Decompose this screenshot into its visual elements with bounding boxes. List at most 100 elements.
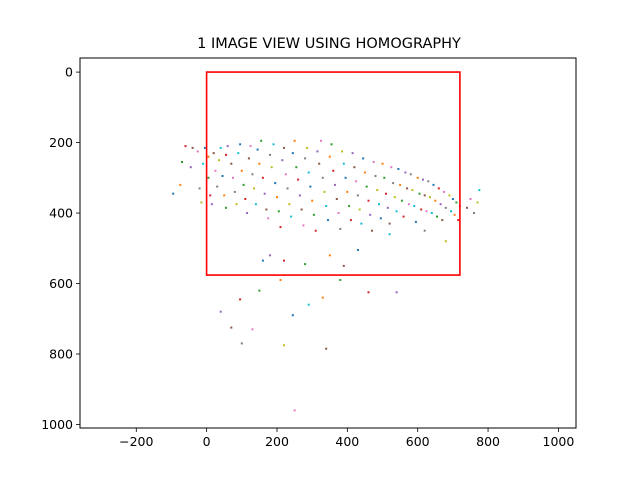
data-point — [355, 180, 358, 183]
data-point — [414, 220, 417, 223]
data-point — [371, 229, 373, 232]
data-point — [390, 166, 393, 169]
data-point — [214, 169, 217, 172]
data-point — [261, 259, 264, 262]
data-point — [344, 176, 347, 179]
data-point — [425, 210, 428, 213]
data-point — [341, 150, 344, 153]
y-tick-label: 200 — [49, 135, 73, 150]
data-point — [457, 219, 460, 222]
data-point — [443, 190, 446, 193]
data-point — [376, 189, 379, 192]
data-point — [307, 171, 310, 174]
data-point — [427, 180, 430, 183]
y-tick-label: 800 — [49, 347, 73, 362]
data-point — [207, 176, 210, 179]
data-point — [448, 194, 451, 197]
data-point — [216, 185, 219, 188]
data-point — [290, 215, 293, 218]
data-point — [184, 145, 187, 148]
data-point — [219, 146, 222, 149]
data-point — [281, 159, 284, 162]
data-point — [258, 289, 261, 292]
data-point — [330, 143, 333, 146]
data-point — [473, 212, 475, 214]
data-point — [388, 222, 391, 225]
data-point — [249, 145, 252, 148]
data-point — [309, 185, 312, 188]
data-point — [254, 203, 257, 206]
data-point — [209, 194, 212, 197]
data-point — [225, 153, 227, 156]
data-point — [365, 185, 368, 188]
data-point — [295, 166, 298, 169]
data-point — [374, 175, 377, 177]
x-tick-label: 0 — [203, 434, 211, 449]
data-point — [226, 145, 229, 148]
data-point — [441, 219, 444, 222]
data-point — [239, 143, 242, 146]
data-point — [395, 210, 398, 213]
data-point — [172, 192, 175, 195]
data-point — [478, 189, 481, 192]
data-point — [300, 208, 303, 211]
data-point — [181, 161, 183, 163]
data-point — [283, 259, 285, 262]
image-boundary-layer — [205, 71, 461, 276]
data-point — [444, 240, 447, 243]
x-tick-label: −200 — [119, 434, 153, 449]
data-point — [293, 409, 296, 412]
data-point — [469, 198, 472, 200]
data-point — [325, 205, 328, 207]
data-point — [240, 169, 243, 172]
data-point — [265, 208, 268, 211]
data-point — [400, 199, 403, 202]
data-point — [406, 187, 409, 190]
data-point — [267, 217, 270, 220]
data-point — [320, 139, 322, 142]
data-point — [358, 208, 361, 211]
data-point — [207, 155, 210, 158]
data-point — [444, 206, 447, 209]
data-point — [409, 173, 412, 176]
data-point — [385, 192, 387, 195]
data-point — [429, 196, 431, 199]
data-point — [305, 146, 308, 149]
data-point — [437, 187, 440, 190]
data-point — [439, 203, 442, 206]
data-point — [311, 199, 314, 202]
data-point — [363, 171, 366, 174]
data-point — [423, 194, 426, 197]
data-point — [402, 215, 405, 218]
data-point — [453, 213, 456, 216]
x-tick-label: 600 — [406, 434, 430, 449]
data-point — [274, 182, 277, 185]
data-point — [235, 203, 238, 206]
data-point — [225, 206, 227, 209]
data-point — [422, 178, 424, 181]
data-point — [327, 219, 329, 222]
data-point — [321, 296, 324, 299]
data-point — [246, 212, 249, 214]
data-point — [399, 183, 402, 186]
data-point — [293, 139, 296, 142]
data-point — [379, 217, 382, 220]
y-tick-label: 600 — [49, 276, 73, 291]
data-point — [388, 233, 391, 236]
data-point — [314, 229, 317, 232]
data-point — [242, 183, 245, 186]
data-point — [321, 176, 324, 179]
data-point — [286, 187, 289, 190]
data-point — [240, 342, 243, 345]
data-point — [476, 201, 479, 204]
data-point — [420, 208, 423, 211]
data-point — [335, 198, 338, 200]
data-point — [230, 162, 233, 165]
data-point — [372, 161, 375, 163]
data-point — [189, 166, 192, 169]
data-point — [423, 229, 426, 232]
data-point — [202, 162, 205, 165]
data-point — [247, 157, 250, 160]
data-point — [328, 254, 331, 257]
